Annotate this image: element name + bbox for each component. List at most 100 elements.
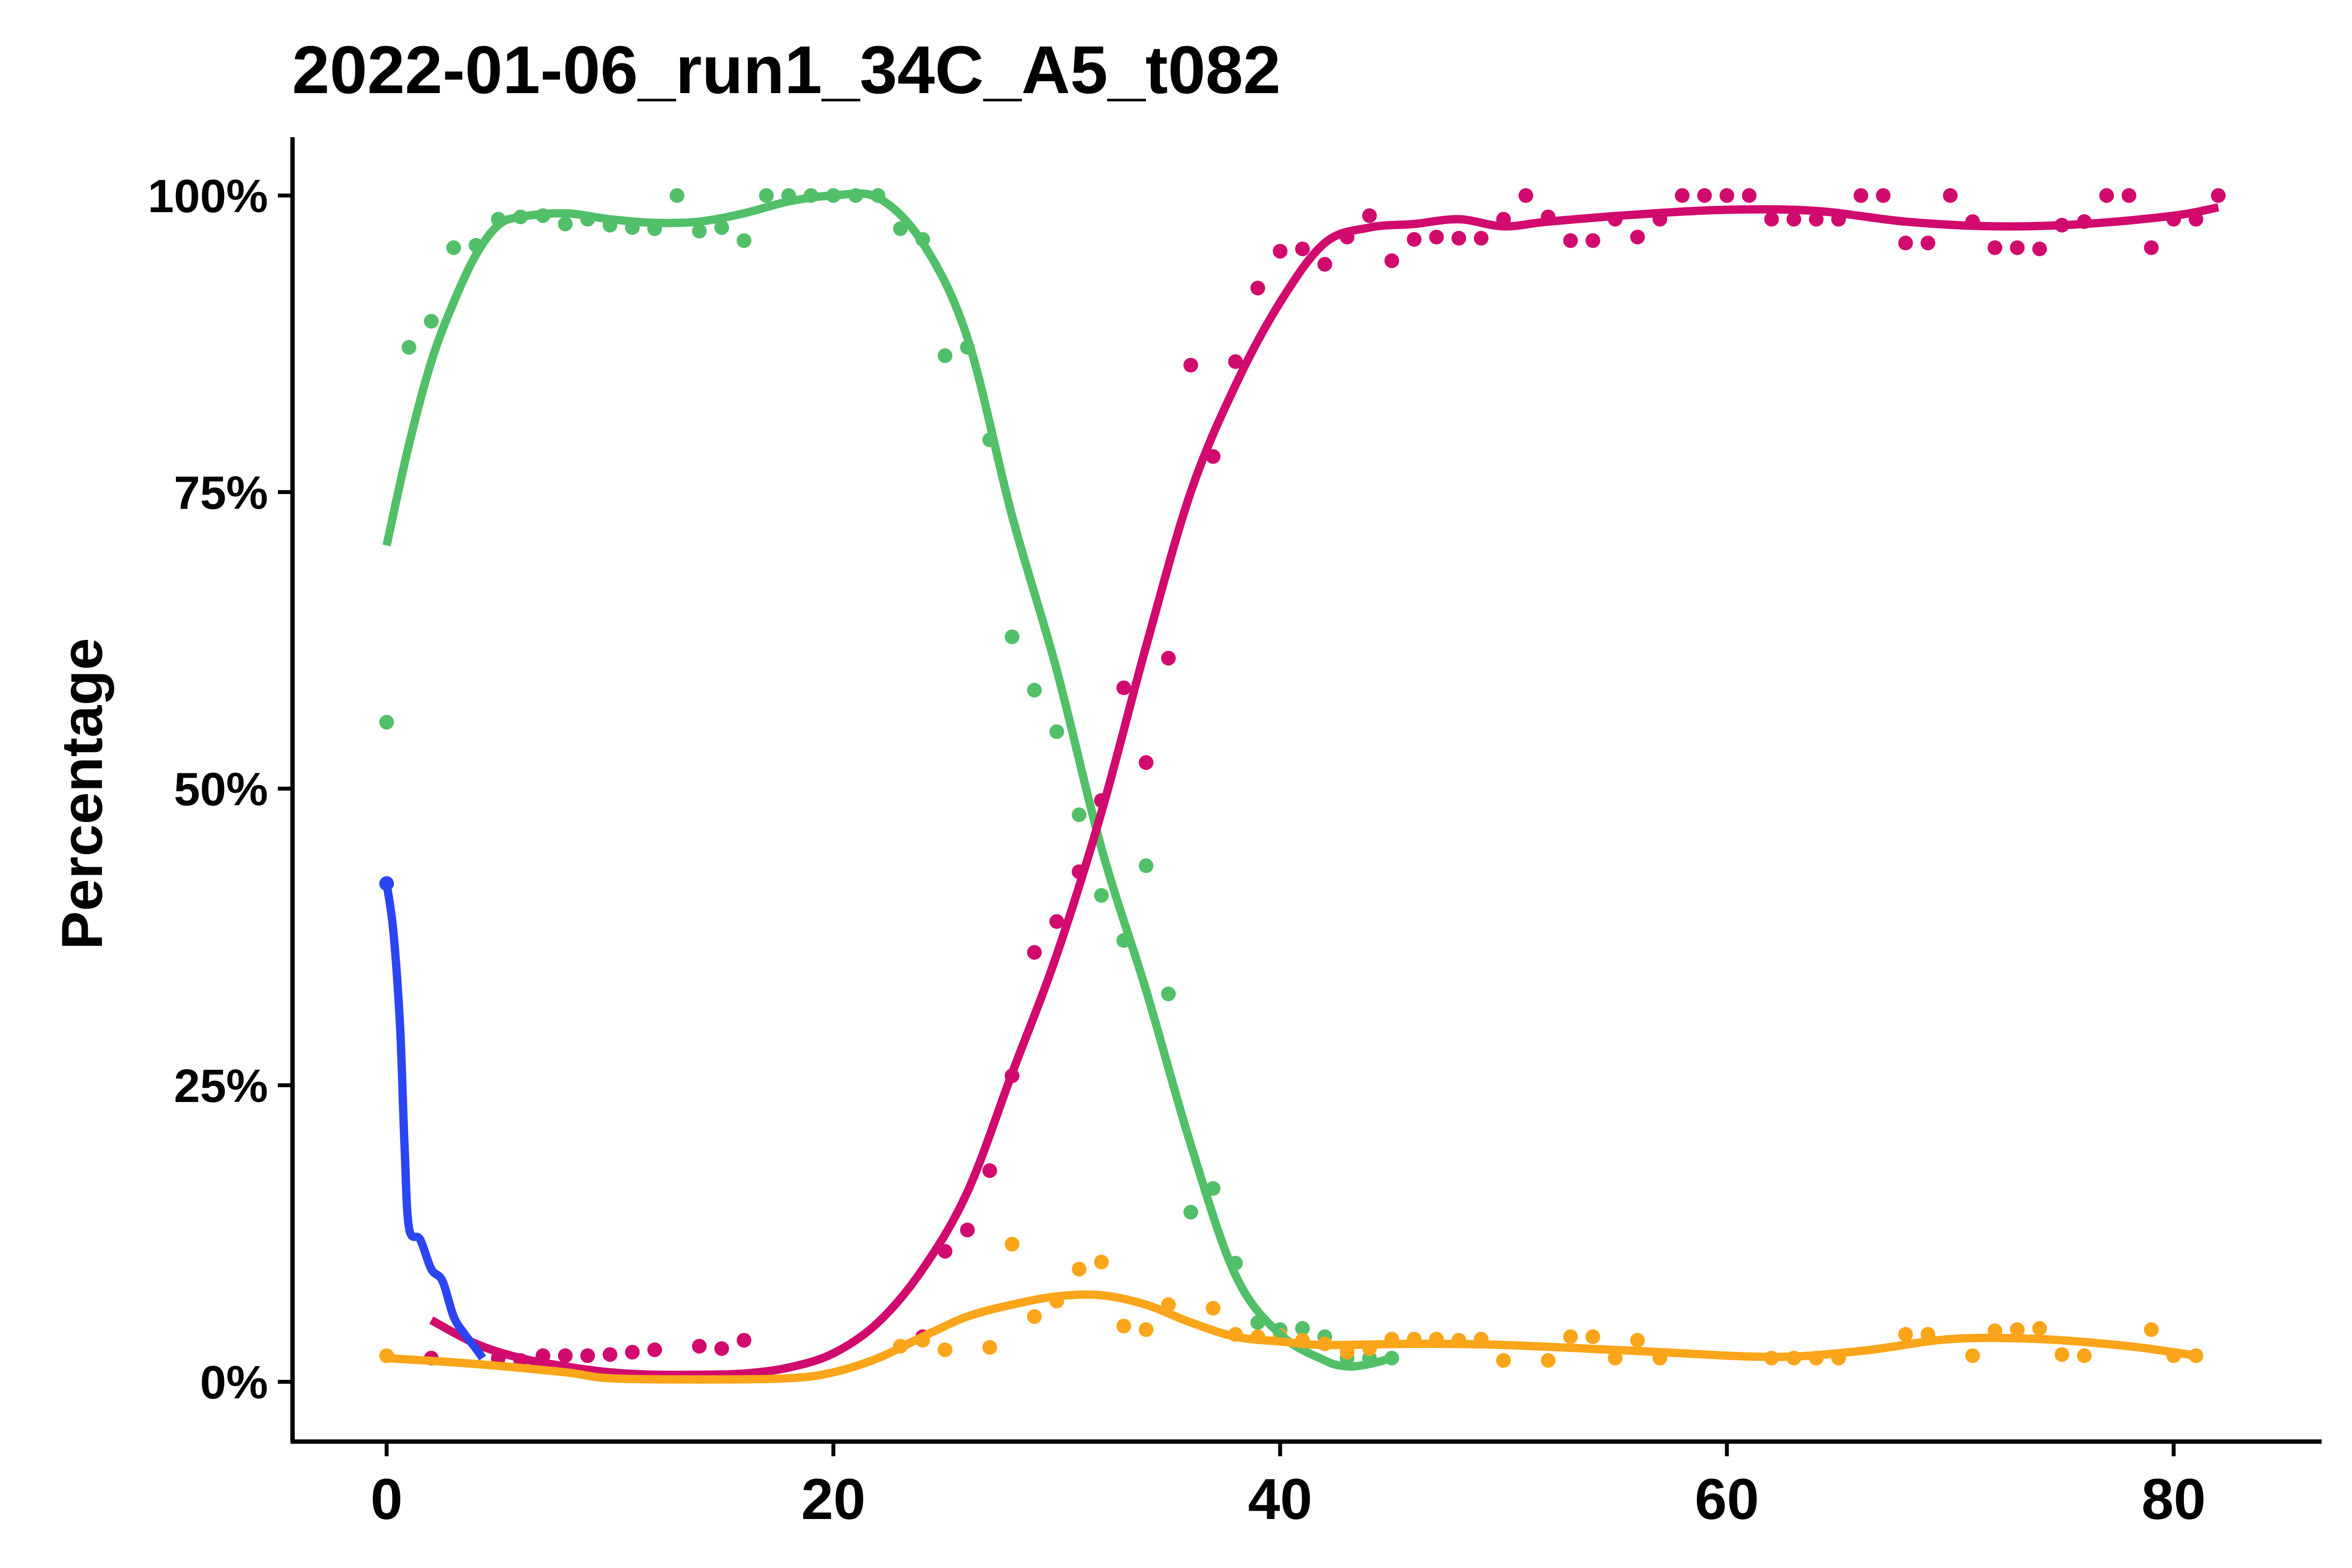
data-point xyxy=(1138,1322,1153,1337)
data-point xyxy=(2077,1348,2092,1363)
data-point xyxy=(736,1333,752,1348)
data-point xyxy=(1407,232,1422,247)
trend-line xyxy=(429,203,2219,1379)
data-point xyxy=(401,340,416,355)
data-point xyxy=(669,188,685,203)
data-point xyxy=(1027,683,1042,698)
data-point xyxy=(1473,231,1489,246)
data-point xyxy=(558,1348,573,1363)
data-point xyxy=(1429,229,1444,245)
data-point xyxy=(1295,1321,1310,1336)
data-point xyxy=(1161,651,1176,666)
data-point xyxy=(1809,212,1824,227)
data-point xyxy=(1987,240,2003,255)
x-tick-label: 60 xyxy=(1695,1467,1759,1532)
data-point xyxy=(1898,1327,1913,1342)
data-point xyxy=(1563,233,1578,248)
data-point xyxy=(692,223,707,239)
data-point xyxy=(2144,1322,2159,1337)
data-point xyxy=(2144,240,2159,255)
data-point xyxy=(1541,1353,1556,1368)
data-point xyxy=(2009,1322,2025,1337)
data-point xyxy=(1675,188,1690,203)
data-point xyxy=(1228,354,1243,369)
trend-line xyxy=(386,1290,2197,1384)
data-point xyxy=(1004,629,1020,644)
data-point xyxy=(1585,1329,1600,1345)
data-point xyxy=(1004,1237,1020,1252)
data-point xyxy=(1518,188,1533,203)
data-point xyxy=(1273,244,1288,259)
x-tick-label: 80 xyxy=(2141,1467,2205,1532)
data-point xyxy=(1250,280,1265,295)
data-point xyxy=(1764,212,1779,227)
data-point xyxy=(1608,1350,1623,1366)
data-point xyxy=(714,220,729,235)
y-axis-label: Percentage xyxy=(50,638,115,950)
data-point xyxy=(2211,188,2226,203)
data-point xyxy=(1295,241,1310,256)
data-point xyxy=(1741,188,1757,203)
data-point xyxy=(647,1342,662,1357)
data-point xyxy=(379,714,394,730)
data-point xyxy=(1049,914,1064,929)
data-point xyxy=(2032,1321,2047,1336)
y-tick-label: 75% xyxy=(174,466,268,519)
data-point xyxy=(759,188,774,203)
data-point xyxy=(1094,888,1109,903)
trend-line xyxy=(382,189,1393,1371)
data-point xyxy=(1161,986,1176,1002)
data-point xyxy=(1072,1262,1087,1277)
data-point xyxy=(1138,858,1153,873)
data-point xyxy=(1451,231,1467,246)
data-point xyxy=(937,348,953,363)
data-point xyxy=(2055,1347,2070,1362)
data-point xyxy=(2099,188,2114,203)
x-axis-ticks: 0 20 40 60 80 xyxy=(370,1442,2206,1532)
data-point xyxy=(446,240,461,255)
data-point xyxy=(1898,235,1913,250)
data-point xyxy=(692,1339,707,1354)
data-point xyxy=(1049,724,1064,739)
data-point xyxy=(1630,229,1645,245)
data-point xyxy=(982,1340,997,1355)
y-axis-ticks: 0% 25% 50% 75% 100% xyxy=(147,170,293,1409)
data-point xyxy=(1853,188,1868,203)
data-point xyxy=(960,1223,975,1238)
data-point xyxy=(1116,680,1131,695)
data-point xyxy=(1563,1329,1578,1345)
data-point xyxy=(1362,208,1377,223)
x-tick-label: 20 xyxy=(801,1467,865,1532)
y-tick-label: 0% xyxy=(200,1356,268,1409)
data-point xyxy=(1072,807,1087,822)
data-point xyxy=(1496,1353,1511,1368)
data-point xyxy=(1027,1309,1042,1324)
data-point xyxy=(1384,253,1399,269)
data-point xyxy=(580,1348,595,1363)
data-point xyxy=(1876,188,1891,203)
data-point xyxy=(1585,233,1600,248)
data-point xyxy=(602,1347,617,1362)
data-point xyxy=(1205,1300,1221,1316)
chart-title: 2022-01-06_run1_34C_A5_t082 xyxy=(292,32,1281,108)
data-point xyxy=(736,233,752,248)
data-point xyxy=(1183,358,1199,373)
data-point xyxy=(1697,188,1712,203)
plot-area xyxy=(379,188,2226,1384)
data-point xyxy=(2121,188,2136,203)
data-point xyxy=(2032,241,2047,256)
series-1 xyxy=(424,188,2226,1368)
data-point xyxy=(982,1163,997,1178)
x-tick-label: 40 xyxy=(1248,1467,1312,1532)
data-point xyxy=(2009,240,2025,255)
data-point xyxy=(1630,1333,1645,1348)
data-point xyxy=(1183,1204,1199,1220)
data-point xyxy=(1965,1348,1980,1363)
data-point xyxy=(1719,188,1735,203)
y-tick-label: 100% xyxy=(147,170,268,222)
data-point xyxy=(625,1345,640,1360)
data-point xyxy=(1920,235,1936,250)
data-point xyxy=(1943,188,1958,203)
y-tick-label: 50% xyxy=(174,763,268,816)
